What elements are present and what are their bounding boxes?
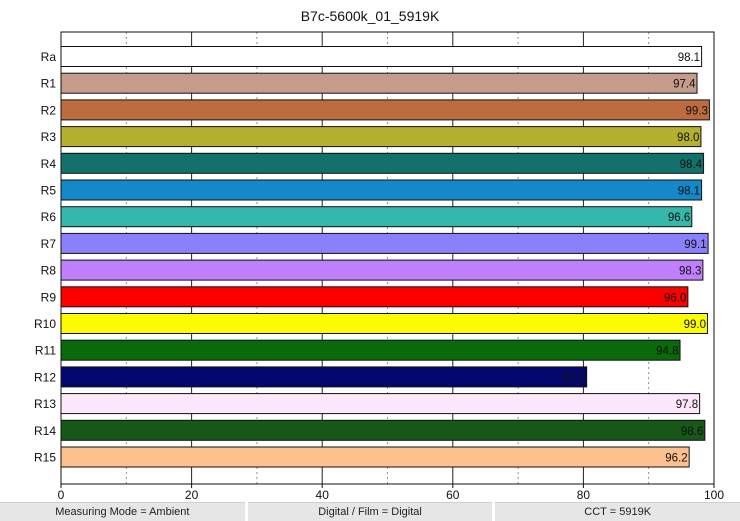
bar-r3 — [60, 126, 702, 148]
bar-r14 — [60, 419, 706, 441]
category-label: R3 — [41, 130, 57, 144]
data-label: 99.3 — [686, 105, 708, 117]
bar-r12 — [60, 366, 588, 388]
category-labels: Ra R1 R2 R3 R4 R5 R6 R7 R8 R9 R10 R11 R12 R13 R14 R15 — [34, 50, 56, 465]
data-label: 96.0 — [664, 292, 686, 304]
bar-r7 — [60, 232, 709, 254]
data-label: 98.4 — [680, 159, 703, 171]
bar-r5 — [60, 179, 703, 201]
x-axis-ticks: 0 20 40 60 80 100 — [58, 484, 724, 502]
tick-label: 0 — [58, 488, 65, 502]
tick-label: 60 — [446, 488, 460, 502]
category-label: R2 — [41, 103, 57, 117]
category-label: R11 — [35, 344, 56, 358]
category-label: R14 — [34, 424, 56, 438]
measuring-mode-label: Measuring Mode = Ambient — [0, 502, 245, 521]
plot-frame — [60, 31, 715, 485]
category-label: R5 — [41, 184, 57, 198]
category-label: R15 — [34, 451, 56, 465]
digital-film-label: Digital / Film = Digital — [247, 502, 493, 521]
data-label: 96.2 — [665, 453, 687, 465]
tick-label: 20 — [185, 488, 199, 502]
bar-r2 — [60, 99, 710, 121]
data-label: 98.6 — [681, 426, 703, 438]
data-label: 80.5 — [563, 372, 585, 384]
data-label: 96.6 — [668, 212, 690, 224]
category-label: R8 — [41, 264, 57, 278]
data-label: 97.8 — [676, 399, 698, 411]
bar-r15 — [60, 446, 690, 468]
bar-r6 — [60, 206, 693, 228]
category-label: R13 — [34, 397, 56, 411]
data-label: 99.1 — [684, 239, 706, 251]
category-label: R9 — [41, 290, 57, 304]
bars: 98.1 97.4 99.3 98.0 98.4 98.1 96.6 99.1 98.3 96.0… — [60, 46, 710, 468]
category-label: Ra — [41, 50, 57, 64]
data-label: 98.1 — [678, 52, 700, 64]
category-label: R1 — [41, 77, 57, 91]
data-label: 97.4 — [673, 79, 696, 91]
status-footer: Measuring Mode = Ambient Digital / Film … — [0, 502, 740, 521]
tick-label: 100 — [704, 488, 724, 502]
bar-r10 — [60, 313, 708, 334]
cct-label: CCT = 5919K — [495, 502, 740, 521]
data-label: 99.0 — [684, 319, 706, 331]
tick-label: 40 — [316, 488, 330, 502]
data-label: 98.0 — [677, 132, 699, 144]
tick-label: 80 — [577, 488, 591, 502]
category-label: R10 — [34, 317, 56, 331]
data-label: 98.3 — [679, 266, 701, 278]
bar-r9 — [60, 286, 689, 308]
category-label: R6 — [41, 210, 57, 224]
bar-r11 — [60, 339, 681, 361]
data-label: 94.8 — [656, 346, 678, 358]
category-label: R4 — [41, 157, 57, 171]
data-label: 98.1 — [678, 186, 700, 198]
chart-title: B7c-5600k_01_5919K — [301, 8, 440, 24]
bar-r4 — [60, 152, 705, 174]
category-label: R12 — [34, 370, 56, 384]
bar-ra — [60, 46, 703, 67]
category-label: R7 — [41, 237, 57, 251]
bar-r1 — [60, 72, 698, 94]
bar-r13 — [60, 393, 701, 415]
bar-r8 — [60, 259, 704, 281]
